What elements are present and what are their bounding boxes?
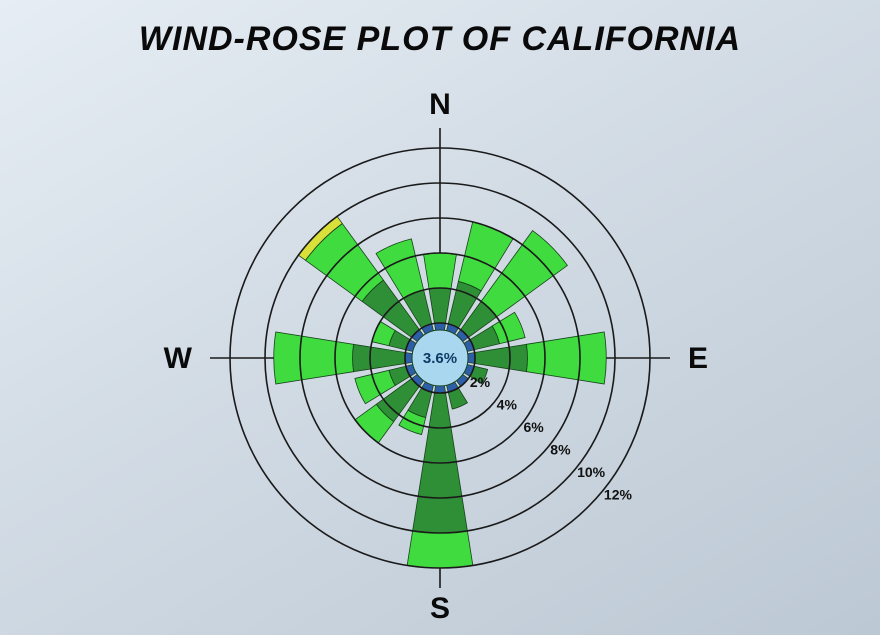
rose-wedge [429, 288, 451, 323]
ring-tick-label: 12% [604, 486, 633, 502]
ring-tick-label: 6% [523, 419, 544, 435]
ring-tick-label: 2% [470, 374, 491, 390]
cardinal-label: W [164, 342, 193, 375]
rose-wedge [353, 344, 406, 371]
calm-label: 3.6% [423, 350, 457, 367]
rose-wedge [424, 253, 457, 289]
rose-wedge [274, 331, 354, 383]
chart-title: WIND-ROSE PLOT OF CALIFORNIA [0, 20, 880, 59]
rose-wedge [526, 331, 606, 383]
cardinal-label: E [688, 342, 708, 375]
rose-wedge [407, 530, 473, 567]
ring-tick-label: 4% [497, 396, 518, 412]
ring-tick-label: 10% [577, 464, 606, 480]
ring-tick-label: 8% [550, 441, 571, 457]
cardinal-label: S [430, 592, 450, 625]
windrose-chart: 3.6% 2% 4% 6% 8% 10% 12% N E S W [0, 80, 880, 635]
cardinal-label: N [429, 88, 451, 121]
rose-wedge [475, 344, 528, 371]
windrose-svg: 3.6% 2% 4% 6% 8% 10% 12% N E S W [160, 78, 720, 635]
